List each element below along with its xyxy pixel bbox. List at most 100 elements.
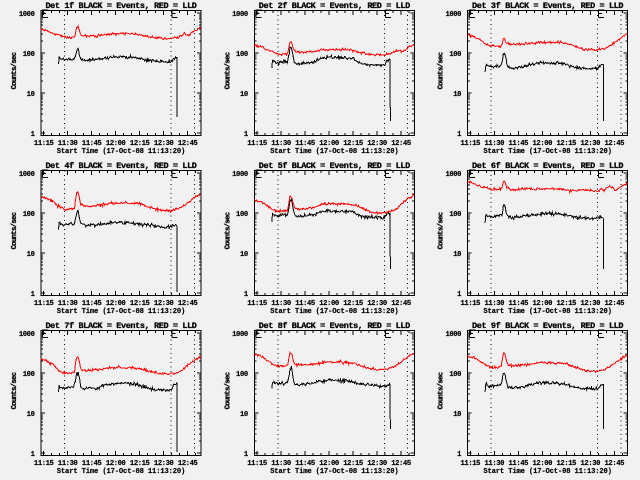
- svg-text:12:45: 12:45: [178, 460, 198, 468]
- svg-text:Counts/sec: Counts/sec: [438, 372, 446, 409]
- svg-text:12:15: 12:15: [343, 300, 363, 308]
- svg-text:12:45: 12:45: [605, 460, 625, 468]
- svg-text:12:45: 12:45: [391, 140, 411, 148]
- svg-text:10: 10: [453, 91, 461, 99]
- svg-text:100: 100: [449, 371, 461, 379]
- svg-text:1: 1: [31, 131, 36, 139]
- svg-text:12:15: 12:15: [343, 460, 363, 468]
- svg-text:11:30: 11:30: [58, 460, 78, 468]
- svg-text:Start Time (17-Oct-08 11:13:20: Start Time (17-Oct-08 11:13:20): [483, 308, 611, 316]
- svg-text:11:15: 11:15: [34, 460, 54, 468]
- svg-text:Start Time (17-Oct-08 11:13:20: Start Time (17-Oct-08 11:13:20): [57, 468, 185, 476]
- svg-text:11:15: 11:15: [247, 300, 267, 308]
- svg-text:1: 1: [457, 291, 462, 299]
- svg-text:12:00: 12:00: [319, 140, 339, 148]
- svg-text:12:30: 12:30: [581, 460, 601, 468]
- svg-text:10: 10: [453, 411, 461, 419]
- svg-text:12:45: 12:45: [605, 300, 625, 308]
- svg-text:12:00: 12:00: [533, 460, 553, 468]
- svg-text:12:30: 12:30: [154, 140, 174, 148]
- svg-text:11:30: 11:30: [58, 140, 78, 148]
- svg-text:1000: 1000: [232, 331, 248, 339]
- svg-text:100: 100: [23, 211, 35, 219]
- svg-text:100: 100: [23, 51, 35, 59]
- svg-text:12:30: 12:30: [367, 140, 387, 148]
- svg-text:10: 10: [240, 91, 248, 99]
- svg-text:Det 8f BLACK = Events, RED = L: Det 8f BLACK = Events, RED = LLD: [259, 321, 410, 331]
- svg-text:10: 10: [27, 411, 35, 419]
- svg-text:1: 1: [244, 131, 249, 139]
- svg-text:11:15: 11:15: [247, 140, 267, 148]
- svg-text:1000: 1000: [232, 171, 248, 179]
- svg-text:11:15: 11:15: [34, 140, 54, 148]
- svg-text:11:15: 11:15: [461, 460, 481, 468]
- svg-text:Start Time (17-Oct-08 11:13:20: Start Time (17-Oct-08 11:13:20): [483, 468, 611, 476]
- svg-text:11:30: 11:30: [58, 300, 78, 308]
- svg-text:100: 100: [236, 51, 248, 59]
- svg-text:11:45: 11:45: [509, 460, 529, 468]
- svg-text:1000: 1000: [19, 171, 35, 179]
- svg-text:11:30: 11:30: [485, 460, 505, 468]
- svg-text:10: 10: [240, 251, 248, 259]
- svg-text:Counts/sec: Counts/sec: [11, 372, 19, 409]
- svg-text:Start Time (17-Oct-08 11:13:20: Start Time (17-Oct-08 11:13:20): [270, 468, 398, 476]
- svg-text:12:30: 12:30: [154, 460, 174, 468]
- svg-text:Det 5f BLACK = Events, RED = L: Det 5f BLACK = Events, RED = LLD: [259, 161, 410, 171]
- svg-text:11:15: 11:15: [461, 140, 481, 148]
- svg-text:11:45: 11:45: [295, 140, 315, 148]
- svg-text:Counts/sec: Counts/sec: [224, 372, 232, 409]
- svg-text:12:30: 12:30: [367, 460, 387, 468]
- svg-text:12:15: 12:15: [343, 140, 363, 148]
- svg-text:12:00: 12:00: [106, 300, 126, 308]
- svg-text:11:45: 11:45: [82, 460, 102, 468]
- svg-text:11:45: 11:45: [82, 140, 102, 148]
- svg-text:11:15: 11:15: [461, 300, 481, 308]
- svg-text:12:00: 12:00: [106, 140, 126, 148]
- svg-text:Det 3f BLACK = Events, RED = L: Det 3f BLACK = Events, RED = LLD: [472, 1, 623, 11]
- svg-text:11:30: 11:30: [271, 300, 291, 308]
- svg-text:12:45: 12:45: [391, 300, 411, 308]
- svg-text:1: 1: [457, 131, 462, 139]
- svg-text:Counts/sec: Counts/sec: [438, 52, 446, 89]
- svg-text:Counts/sec: Counts/sec: [438, 212, 446, 249]
- svg-text:12:15: 12:15: [130, 460, 150, 468]
- svg-text:12:30: 12:30: [154, 300, 174, 308]
- svg-text:1: 1: [31, 291, 36, 299]
- svg-text:12:30: 12:30: [581, 140, 601, 148]
- svg-text:1: 1: [244, 451, 249, 459]
- svg-text:100: 100: [449, 211, 461, 219]
- svg-text:10: 10: [453, 251, 461, 259]
- svg-text:11:45: 11:45: [509, 140, 529, 148]
- svg-text:11:15: 11:15: [34, 300, 54, 308]
- svg-text:Det 1f BLACK = Events, RED = L: Det 1f BLACK = Events, RED = LLD: [45, 1, 196, 11]
- svg-text:10: 10: [27, 91, 35, 99]
- svg-text:Start Time (17-Oct-08 11:13:20: Start Time (17-Oct-08 11:13:20): [270, 308, 398, 316]
- svg-text:10: 10: [240, 411, 248, 419]
- svg-text:12:00: 12:00: [106, 460, 126, 468]
- svg-text:12:00: 12:00: [319, 460, 339, 468]
- svg-text:11:45: 11:45: [295, 300, 315, 308]
- svg-text:Counts/sec: Counts/sec: [224, 52, 232, 89]
- svg-text:Start Time (17-Oct-08 11:13:20: Start Time (17-Oct-08 11:13:20): [483, 148, 611, 156]
- svg-text:12:45: 12:45: [391, 460, 411, 468]
- svg-text:1000: 1000: [232, 11, 248, 19]
- svg-text:1000: 1000: [445, 171, 461, 179]
- svg-text:100: 100: [236, 211, 248, 219]
- svg-text:12:30: 12:30: [367, 300, 387, 308]
- svg-text:12:15: 12:15: [557, 460, 577, 468]
- svg-text:Det 7f BLACK = Events, RED = L: Det 7f BLACK = Events, RED = LLD: [45, 321, 196, 331]
- svg-text:1000: 1000: [19, 11, 35, 19]
- svg-text:Start Time (17-Oct-08 11:13:20: Start Time (17-Oct-08 11:13:20): [270, 148, 398, 156]
- svg-text:11:30: 11:30: [485, 140, 505, 148]
- svg-text:12:00: 12:00: [533, 140, 553, 148]
- svg-text:100: 100: [23, 371, 35, 379]
- svg-text:1: 1: [457, 451, 462, 459]
- svg-text:1000: 1000: [445, 331, 461, 339]
- svg-text:11:30: 11:30: [271, 140, 291, 148]
- svg-text:12:45: 12:45: [178, 140, 198, 148]
- svg-text:12:30: 12:30: [581, 300, 601, 308]
- svg-text:Det 9f BLACK = Events, RED = L: Det 9f BLACK = Events, RED = LLD: [472, 321, 623, 331]
- svg-text:Det 6f BLACK = Events, RED = L: Det 6f BLACK = Events, RED = LLD: [472, 161, 623, 171]
- svg-text:1: 1: [244, 291, 249, 299]
- svg-text:1000: 1000: [19, 331, 35, 339]
